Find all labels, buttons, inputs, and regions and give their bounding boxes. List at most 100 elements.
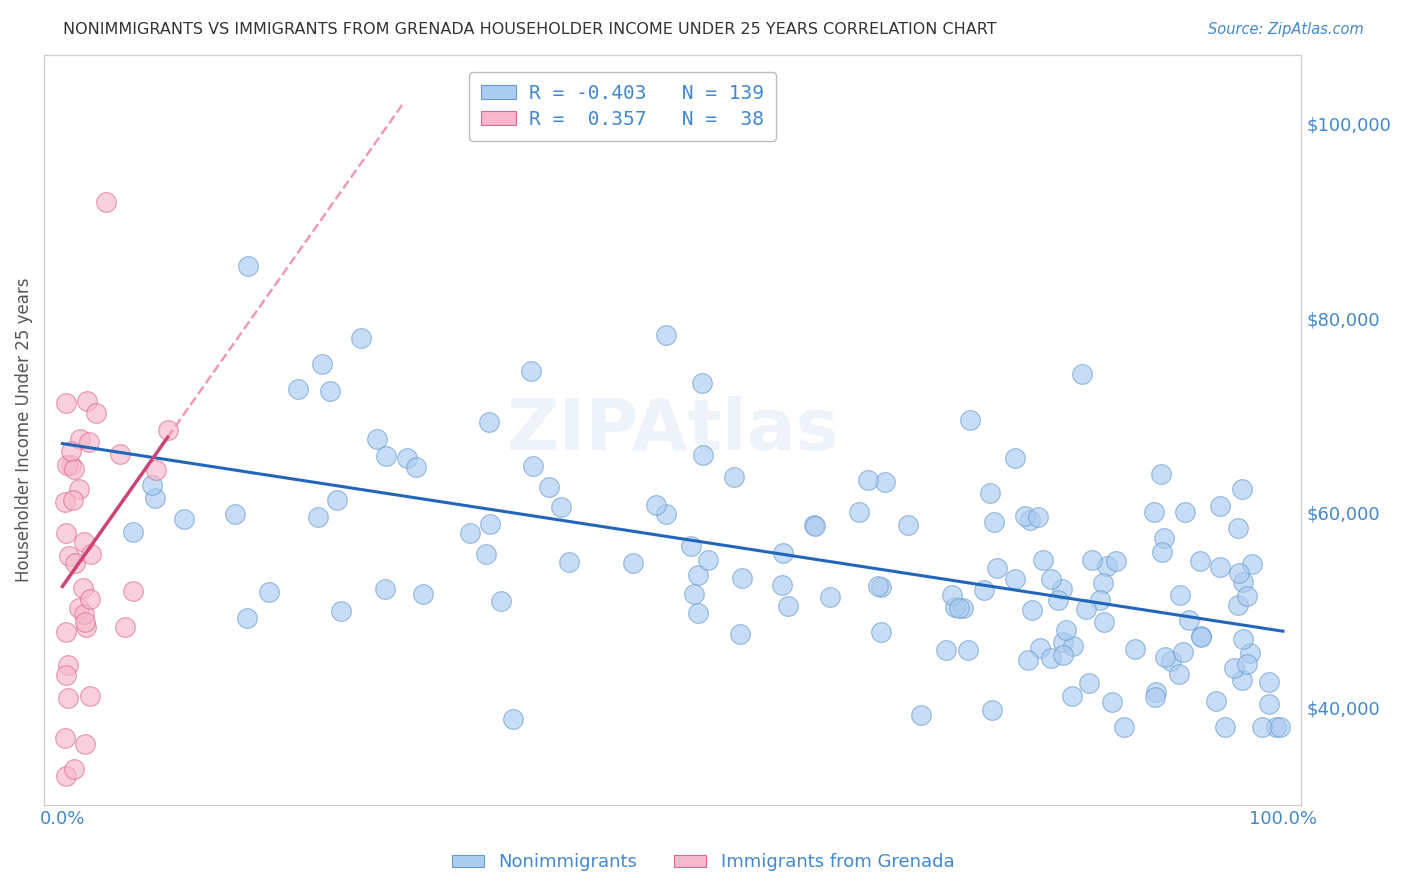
- Point: [870, 581, 893, 595]
- Point: [110, 447, 132, 461]
- Point: [948, 600, 970, 615]
- Point: [259, 585, 281, 599]
- Point: [458, 525, 481, 540]
- Point: [1101, 695, 1123, 709]
- Point: [349, 331, 371, 345]
- Point: [77, 434, 100, 449]
- Point: [1062, 689, 1084, 703]
- Point: [405, 460, 427, 475]
- Point: [156, 423, 179, 437]
- Point: [325, 493, 347, 508]
- Point: [538, 480, 561, 494]
- Point: [1097, 559, 1119, 574]
- Point: [557, 555, 579, 569]
- Point: [145, 463, 167, 477]
- Point: [818, 591, 841, 605]
- Point: [96, 194, 118, 209]
- Point: [330, 604, 353, 618]
- Point: [1081, 552, 1104, 566]
- Point: [1123, 642, 1146, 657]
- Point: [1232, 632, 1254, 646]
- Point: [1040, 650, 1063, 665]
- Point: [682, 587, 704, 601]
- Point: [76, 393, 98, 408]
- Point: [983, 515, 1005, 529]
- Point: [55, 624, 77, 639]
- Point: [72, 582, 94, 596]
- Point: [770, 578, 793, 592]
- Point: [396, 450, 419, 465]
- Point: [869, 624, 891, 639]
- Point: [1052, 635, 1074, 649]
- Point: [55, 395, 77, 409]
- Point: [1265, 720, 1288, 734]
- Point: [873, 475, 896, 489]
- Point: [1114, 720, 1136, 734]
- Point: [858, 473, 880, 487]
- Point: [1189, 629, 1212, 643]
- Point: [319, 384, 342, 398]
- Point: [1153, 649, 1175, 664]
- Point: [75, 620, 97, 634]
- Point: [1171, 645, 1194, 659]
- Point: [1021, 603, 1043, 617]
- Point: [645, 499, 668, 513]
- Point: [79, 690, 101, 704]
- Point: [520, 364, 543, 378]
- Point: [1213, 720, 1236, 734]
- Point: [173, 512, 195, 526]
- Point: [53, 495, 76, 509]
- Point: [973, 582, 995, 597]
- Point: [1230, 482, 1253, 496]
- Point: [67, 482, 90, 496]
- Point: [1230, 673, 1253, 688]
- Point: [86, 406, 108, 420]
- Point: [1178, 613, 1201, 627]
- Text: NONIMMIGRANTS VS IMMIGRANTS FROM GRENADA HOUSEHOLDER INCOME UNDER 25 YEARS CORRE: NONIMMIGRANTS VS IMMIGRANTS FROM GRENADA…: [63, 22, 997, 37]
- Text: Source: ZipAtlas.com: Source: ZipAtlas.com: [1208, 22, 1364, 37]
- Point: [696, 552, 718, 566]
- Point: [654, 327, 676, 342]
- Point: [1223, 661, 1246, 675]
- Point: [1142, 505, 1164, 519]
- Point: [1144, 685, 1167, 699]
- Point: [375, 450, 398, 464]
- Point: [1052, 582, 1074, 597]
- Point: [986, 561, 1008, 575]
- Point: [1268, 720, 1291, 734]
- Point: [1239, 646, 1261, 660]
- Point: [723, 470, 745, 484]
- Point: [1029, 640, 1052, 655]
- Point: [114, 620, 136, 634]
- Point: [1150, 467, 1173, 481]
- Point: [80, 548, 103, 562]
- Point: [943, 600, 966, 615]
- Point: [63, 762, 86, 776]
- Point: [1227, 598, 1250, 612]
- Point: [141, 478, 163, 492]
- Point: [1017, 652, 1039, 666]
- Point: [1004, 572, 1026, 586]
- Point: [910, 707, 932, 722]
- Point: [236, 259, 259, 273]
- Point: [122, 584, 145, 599]
- Point: [143, 491, 166, 506]
- Point: [1019, 513, 1042, 527]
- Point: [1054, 623, 1077, 637]
- Point: [56, 458, 79, 473]
- Point: [1014, 508, 1036, 523]
- Point: [1189, 630, 1212, 644]
- Point: [1208, 499, 1230, 513]
- Point: [62, 493, 84, 508]
- Point: [53, 731, 76, 746]
- Point: [690, 376, 713, 391]
- Point: [489, 594, 512, 608]
- Point: [1028, 510, 1050, 524]
- Point: [475, 547, 498, 561]
- Point: [1076, 601, 1098, 615]
- Point: [478, 415, 501, 429]
- Point: [60, 458, 83, 473]
- Point: [287, 382, 309, 396]
- Point: [311, 358, 333, 372]
- Point: [952, 600, 974, 615]
